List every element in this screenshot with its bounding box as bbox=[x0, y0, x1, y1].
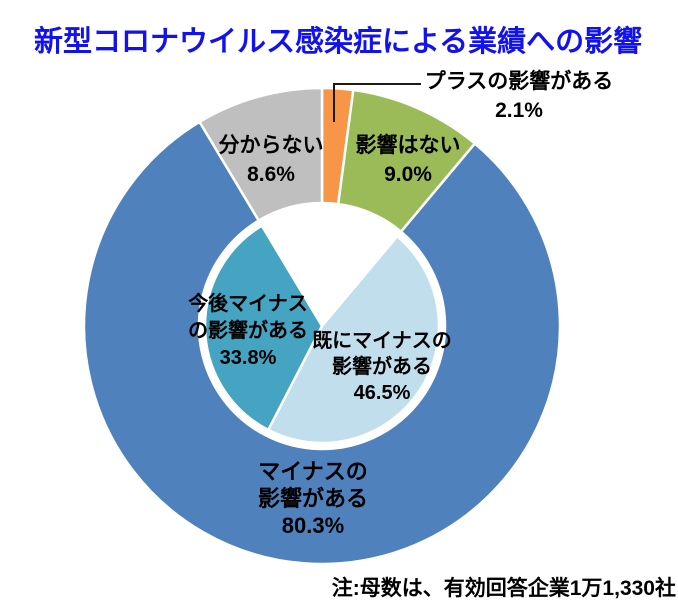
label-plus-segment: プラスの影響がある 2.1% bbox=[419, 67, 619, 125]
pie-segment-future bbox=[203, 224, 324, 432]
inner-pie bbox=[203, 224, 441, 445]
ring-segment-minus bbox=[82, 120, 562, 566]
label-none-segment: 影響はない 9.0% bbox=[333, 131, 483, 189]
label-minus-value: 80.3% bbox=[281, 513, 345, 538]
label-minus-name1: マイナスの bbox=[258, 459, 368, 484]
label-plus-name: プラスの影響がある bbox=[424, 70, 614, 93]
label-none-value: 9.0% bbox=[384, 163, 432, 186]
ring-segment-unknown bbox=[198, 86, 324, 222]
callout-line bbox=[333, 83, 421, 122]
label-future-segment: 今後マイナス の影響がある 33.8% bbox=[168, 291, 328, 372]
label-minus-name2: 影響がある bbox=[257, 486, 368, 511]
label-already-segment: 既にマイナスの 影響がある 46.5% bbox=[302, 328, 462, 406]
label-future-name2: の影響がある bbox=[188, 320, 308, 342]
outer-ring bbox=[82, 86, 562, 566]
label-unknown-value: 8.6% bbox=[247, 163, 295, 186]
label-minus-segment: マイナスの 影響がある 80.3% bbox=[233, 458, 393, 539]
label-none-name: 影響はない bbox=[355, 134, 461, 157]
note-text: 注:母数は、有効回答企業1万1,330社 bbox=[331, 577, 676, 600]
pie-segment-already bbox=[266, 235, 441, 445]
label-unknown-name: 分からない bbox=[218, 134, 324, 157]
label-future-value: 33.8% bbox=[219, 347, 277, 369]
page-title: 新型コロナウイルス感染症による業績への影響 bbox=[34, 26, 643, 58]
label-unknown-segment: 分からない 8.6% bbox=[196, 131, 346, 189]
label-already-name2: 影響がある bbox=[332, 356, 432, 378]
label-already-value: 46.5% bbox=[353, 382, 411, 404]
label-future-name1: 今後マイナス bbox=[188, 293, 308, 315]
label-plus-value: 2.1% bbox=[495, 99, 543, 122]
label-already-name1: 既にマイナスの bbox=[312, 330, 452, 352]
